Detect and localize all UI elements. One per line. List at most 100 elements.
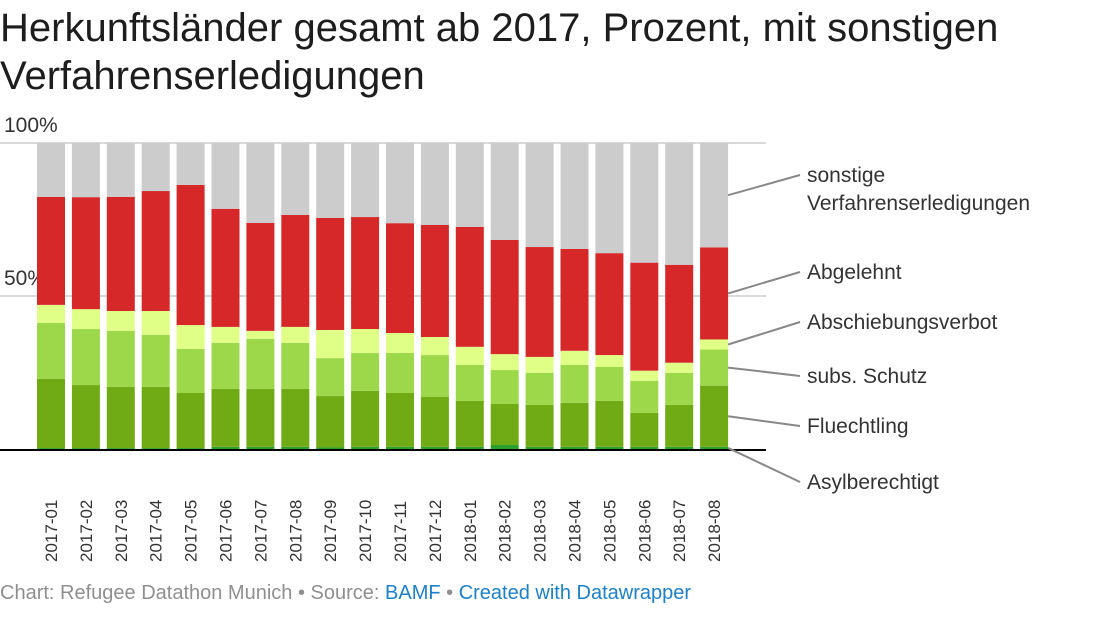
bar-segment[interactable] — [525, 372, 554, 405]
bar-segment[interactable] — [281, 446, 310, 449]
bar-segment[interactable] — [525, 446, 554, 449]
bar-segment[interactable] — [525, 143, 554, 248]
bar-segment[interactable] — [37, 322, 65, 379]
bar-segment[interactable] — [211, 208, 240, 327]
bar-segment[interactable] — [316, 217, 345, 330]
bar-segment[interactable] — [420, 396, 449, 447]
bar-segment[interactable] — [630, 412, 659, 447]
bar-segment[interactable] — [141, 310, 170, 335]
bar-segment[interactable] — [211, 342, 240, 389]
bar-segment[interactable] — [71, 309, 100, 330]
bar-segment[interactable] — [141, 386, 170, 449]
bar-segment[interactable] — [106, 386, 135, 449]
bar-segment[interactable] — [630, 446, 659, 449]
bar-segment[interactable] — [595, 143, 624, 254]
datawrapper-link[interactable]: Created with Datawrapper — [458, 582, 692, 604]
bar-segment[interactable] — [106, 310, 135, 331]
bar-segment[interactable] — [420, 446, 449, 449]
bar-segment[interactable] — [281, 388, 310, 447]
bar-segment[interactable] — [176, 448, 205, 449]
bar-segment[interactable] — [700, 446, 729, 449]
bar-segment[interactable] — [420, 355, 449, 397]
bar-segment[interactable] — [37, 143, 65, 197]
bar-segment[interactable] — [316, 143, 345, 218]
bar-segment[interactable] — [560, 248, 589, 351]
bar-segment[interactable] — [71, 448, 100, 449]
bar-segment[interactable] — [281, 326, 310, 343]
bar-segment[interactable] — [37, 196, 65, 305]
bar-segment[interactable] — [595, 253, 624, 356]
bar-segment[interactable] — [141, 191, 170, 311]
bar-segment[interactable] — [281, 342, 310, 389]
bar-segment[interactable] — [595, 446, 624, 449]
bar-segment[interactable] — [71, 143, 100, 198]
bar-segment[interactable] — [490, 445, 519, 449]
bar-segment[interactable] — [420, 337, 449, 356]
bar-segment[interactable] — [281, 214, 310, 327]
bar-segment[interactable] — [560, 402, 589, 447]
bar-segment[interactable] — [455, 364, 484, 401]
bar-segment[interactable] — [490, 143, 519, 241]
bar-segment[interactable] — [316, 396, 345, 448]
bar-segment[interactable] — [351, 390, 380, 447]
bar-segment[interactable] — [490, 354, 519, 371]
bar-segment[interactable] — [700, 385, 729, 447]
bar-segment[interactable] — [211, 446, 240, 449]
bar-segment[interactable] — [630, 380, 659, 413]
bar-segment[interactable] — [386, 446, 414, 449]
bar-segment[interactable] — [176, 184, 205, 326]
bar-segment[interactable] — [700, 349, 729, 386]
bar-segment[interactable] — [351, 143, 380, 218]
bar-segment[interactable] — [455, 446, 484, 449]
bar-segment[interactable] — [106, 196, 135, 311]
bar-segment[interactable] — [525, 356, 554, 373]
bar-segment[interactable] — [455, 400, 484, 447]
bar-segment[interactable] — [211, 326, 240, 343]
bar-segment[interactable] — [211, 388, 240, 447]
bar-segment[interactable] — [525, 404, 554, 447]
bar-segment[interactable] — [71, 197, 100, 310]
bar-segment[interactable] — [246, 330, 275, 339]
bar-segment[interactable] — [176, 393, 205, 449]
bar-segment[interactable] — [176, 143, 205, 185]
bar-segment[interactable] — [560, 364, 589, 403]
bar-segment[interactable] — [386, 393, 414, 447]
bar-segment[interactable] — [630, 143, 659, 263]
bar-segment[interactable] — [700, 339, 729, 350]
bar-segment[interactable] — [560, 446, 589, 449]
bar-segment[interactable] — [490, 240, 519, 355]
bar-segment[interactable] — [246, 388, 275, 447]
bar-segment[interactable] — [316, 447, 345, 449]
bar-segment[interactable] — [211, 143, 240, 209]
bar-segment[interactable] — [665, 372, 694, 405]
bar-segment[interactable] — [176, 325, 205, 349]
bar-segment[interactable] — [490, 370, 519, 405]
bar-segment[interactable] — [351, 446, 380, 449]
bar-segment[interactable] — [525, 247, 554, 357]
bar-segment[interactable] — [630, 370, 659, 381]
bar-segment[interactable] — [246, 222, 275, 331]
bar-segment[interactable] — [665, 143, 694, 265]
bar-segment[interactable] — [106, 330, 135, 387]
bar-segment[interactable] — [665, 404, 694, 447]
bar-segment[interactable] — [630, 262, 659, 371]
bar-segment[interactable] — [665, 264, 694, 363]
source-link-bamf[interactable]: BAMF — [385, 582, 441, 604]
bar-segment[interactable] — [37, 448, 65, 449]
bar-segment[interactable] — [351, 352, 380, 391]
bar-segment[interactable] — [700, 143, 729, 248]
bar-segment[interactable] — [106, 143, 135, 197]
bar-segment[interactable] — [386, 333, 414, 353]
bar-segment[interactable] — [386, 352, 414, 394]
bar-segment[interactable] — [246, 446, 275, 449]
bar-segment[interactable] — [560, 350, 589, 365]
bar-segment[interactable] — [71, 385, 100, 449]
bar-segment[interactable] — [106, 448, 135, 449]
bar-segment[interactable] — [37, 304, 65, 323]
bar-segment[interactable] — [141, 334, 170, 387]
bar-segment[interactable] — [386, 143, 414, 224]
bar-segment[interactable] — [386, 223, 414, 334]
bar-segment[interactable] — [71, 329, 100, 386]
bar-segment[interactable] — [246, 338, 275, 389]
bar-segment[interactable] — [420, 225, 449, 338]
